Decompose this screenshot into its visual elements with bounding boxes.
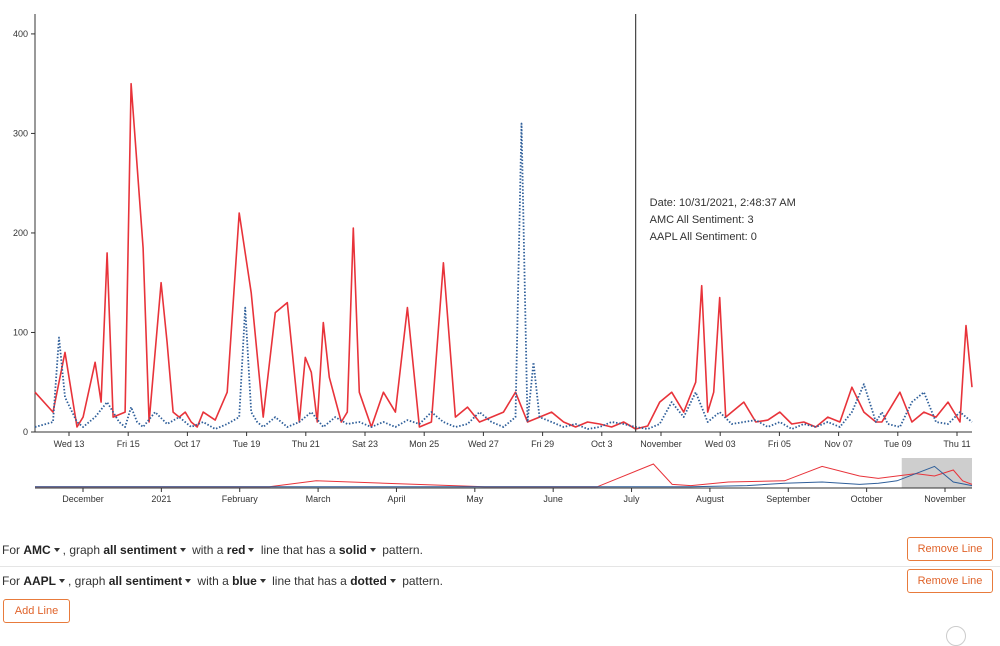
x-tick-label: Tue 09	[884, 439, 912, 449]
remove-line-button[interactable]: Remove Line	[907, 569, 993, 593]
y-tick-label: 400	[13, 29, 28, 39]
x-tick-label: Fri 05	[768, 439, 791, 449]
sentiment-chart: 0 100 200 300 400 Wed 13 Fri 15 Oct 17 Tue 19 Thu…	[13, 14, 973, 504]
x-tick-label: Wed 03	[705, 439, 736, 449]
overview-line-amc	[35, 463, 973, 488]
color-dropdown[interactable]: blue	[232, 574, 269, 588]
x-tick-label: Fri 29	[531, 439, 554, 449]
color-value: blue	[232, 574, 257, 588]
color-dropdown[interactable]: red	[227, 543, 258, 557]
with-text: with a	[197, 574, 229, 588]
series-line-amc	[34, 82, 973, 430]
line-config-row-amc: For AMC, graph all sentiment with a red …	[0, 535, 1000, 565]
metric-value: all sentiment	[108, 574, 183, 588]
x-tick-label: Wed 13	[54, 439, 85, 449]
x-tick-label: Tue 19	[233, 439, 261, 449]
overview-x-tick-label: February	[222, 494, 259, 504]
main-plot: 0 100 200 300 400 Wed 13 Fri 15 Oct 17 Tue 19 Thu…	[13, 14, 973, 449]
caret-down-icon	[369, 547, 376, 552]
tooltip-aapl-value: AAPL All Sentiment: 0	[650, 231, 757, 243]
overview-x-tick-label: June	[543, 494, 563, 504]
x-tick-label: Wed 27	[468, 439, 499, 449]
metric-dropdown[interactable]: all sentiment	[109, 574, 194, 588]
x-tick-label: Thu 11	[943, 439, 970, 449]
x-tick-label: Sat 23	[352, 439, 378, 449]
for-text: For	[2, 543, 20, 557]
graph-text: , graph	[68, 574, 106, 588]
pattern-value: dotted	[350, 574, 387, 588]
add-line-button[interactable]: Add Line	[3, 599, 70, 623]
x-tick-label: Oct 3	[591, 439, 613, 449]
caret-down-icon	[248, 547, 255, 552]
pattern-value: solid	[338, 543, 367, 557]
for-text: For	[2, 574, 20, 588]
overview-x-tick-label: August	[696, 494, 725, 504]
x-tick-label: November	[640, 439, 682, 449]
graph-text: , graph	[62, 543, 101, 557]
y-tick-label: 300	[13, 128, 28, 138]
x-tick-label: Oct 17	[174, 439, 201, 449]
caret-down-icon	[59, 578, 66, 583]
pattern-dropdown[interactable]: dotted	[350, 574, 399, 588]
line-text: line that has a	[260, 543, 336, 557]
overview-x-tick-label: 2021	[151, 494, 171, 504]
ticker-value: AAPL	[23, 574, 57, 588]
overview-line-aapl	[35, 465, 973, 488]
pattern-dropdown[interactable]: solid	[339, 543, 379, 557]
ticker-dropdown[interactable]: AAPL	[23, 574, 68, 588]
tooltip-date: Date: 10/31/2021, 2:48:37 AM	[650, 197, 796, 209]
y-tick-label: 100	[13, 327, 28, 337]
color-value: red	[226, 543, 246, 557]
y-tick-label: 200	[13, 228, 28, 238]
caret-down-icon	[185, 578, 192, 583]
x-tick-label: Fri 15	[117, 439, 140, 449]
x-tick-label: Thu 21	[292, 439, 320, 449]
scroll-indicator	[946, 626, 966, 646]
hover-tooltip: Date: 10/31/2021, 2:48:37 AM AMC All Sent…	[650, 197, 796, 243]
x-tick-label: Nov 07	[824, 439, 853, 449]
ticker-value: AMC	[23, 543, 51, 557]
overview-x-tick-label: November	[924, 494, 966, 504]
overview-x-tick-label: December	[62, 494, 104, 504]
end-text: pattern.	[402, 574, 443, 588]
y-tick-label: 0	[23, 427, 28, 437]
caret-down-icon	[179, 547, 186, 552]
ticker-dropdown[interactable]: AMC	[23, 543, 62, 557]
series-line-aapl	[34, 122, 973, 430]
overview-x-tick-label: May	[466, 494, 484, 504]
row-divider	[0, 566, 1000, 567]
line-text: line that has a	[272, 574, 347, 588]
x-tick-label: Mon 25	[409, 439, 439, 449]
remove-line-button[interactable]: Remove Line	[907, 537, 993, 561]
with-text: with a	[192, 543, 224, 557]
caret-down-icon	[389, 578, 396, 583]
line-config-row-aapl: For AAPL , graph all sentiment with a blu…	[0, 566, 1000, 596]
end-text: pattern.	[382, 543, 423, 557]
overview-x-tick-label: April	[387, 494, 405, 504]
overview-x-tick-label: September	[766, 494, 810, 504]
tooltip-amc-value: AMC All Sentiment: 3	[650, 214, 754, 226]
caret-down-icon	[53, 547, 60, 552]
overview-x-tick-label: July	[624, 494, 641, 504]
metric-dropdown[interactable]: all sentiment	[103, 543, 188, 557]
overview-x-tick-label: March	[306, 494, 331, 504]
caret-down-icon	[259, 578, 266, 583]
overview-plot: December 2021 February March April May June Jul…	[35, 458, 973, 504]
overview-x-tick-label: October	[851, 494, 883, 504]
metric-value: all sentiment	[103, 543, 177, 557]
